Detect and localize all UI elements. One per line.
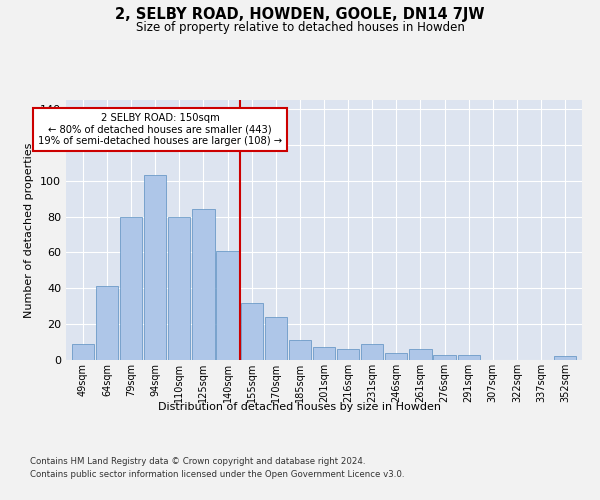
Bar [193,210,215,360]
Text: 2 SELBY ROAD: 150sqm
← 80% of detached houses are smaller (443)
19% of semi-deta: 2 SELBY ROAD: 150sqm ← 80% of detached h… [38,112,282,146]
Bar [96,286,118,360]
Text: Size of property relative to detached houses in Howden: Size of property relative to detached ho… [136,22,464,35]
Bar [217,250,239,360]
Bar [265,317,287,360]
Bar [458,354,480,360]
Y-axis label: Number of detached properties: Number of detached properties [25,142,34,318]
Bar [433,354,455,360]
Bar [361,344,383,360]
Text: Distribution of detached houses by size in Howden: Distribution of detached houses by size … [158,402,442,412]
Text: Contains public sector information licensed under the Open Government Licence v3: Contains public sector information licen… [30,470,404,479]
Bar [409,349,431,360]
Bar [72,344,94,360]
Bar [289,340,311,360]
Bar [337,349,359,360]
Bar [144,176,166,360]
Bar [554,356,576,360]
Bar [168,216,190,360]
Bar [241,302,263,360]
Bar [313,348,335,360]
Bar [385,353,407,360]
Bar [120,216,142,360]
Text: Contains HM Land Registry data © Crown copyright and database right 2024.: Contains HM Land Registry data © Crown c… [30,458,365,466]
Text: 2, SELBY ROAD, HOWDEN, GOOLE, DN14 7JW: 2, SELBY ROAD, HOWDEN, GOOLE, DN14 7JW [115,8,485,22]
